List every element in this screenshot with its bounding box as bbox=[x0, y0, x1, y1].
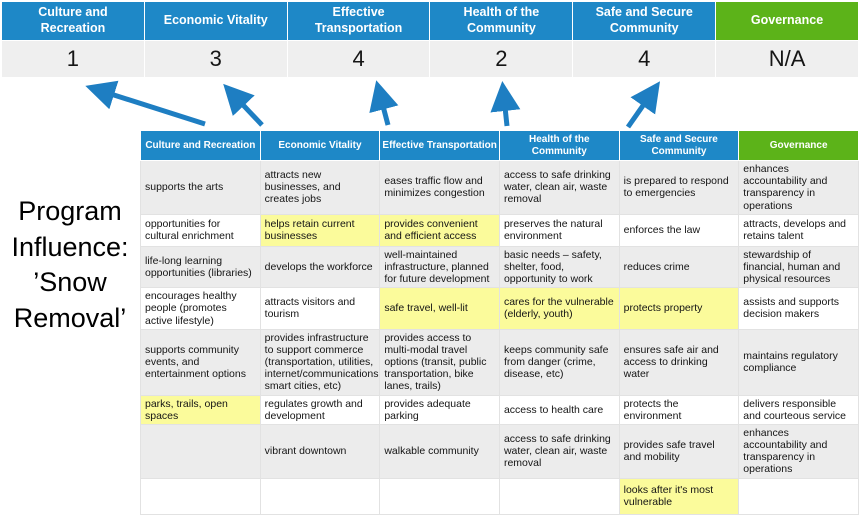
matrix-cell-r2-c2: helps retain current businesses bbox=[259, 213, 381, 247]
matrix-cell-r1-c6: enhances accountability and transparency… bbox=[738, 160, 859, 215]
summary-header-governance: Governance bbox=[716, 2, 858, 40]
matrix-cell-r3-c1: life-long learning opportunities (librar… bbox=[140, 245, 261, 289]
matrix-cell-r4-c5: protects property bbox=[618, 287, 740, 330]
matrix-column-header-economic-vitality: Economic Vitality bbox=[259, 130, 381, 161]
matrix-cell-r4-c1: encourages healthy people (promotes acti… bbox=[140, 287, 261, 330]
matrix-cell-r7-c2: vibrant downtown bbox=[259, 423, 381, 479]
matrix-row-2: opportunities for cultural enrichment hel… bbox=[140, 213, 859, 247]
matrix-cell-r4-c3: safe travel, well-lit bbox=[379, 287, 500, 330]
matrix-cell-r3-c6: stewardship of financial, human and phys… bbox=[738, 245, 859, 289]
matrix-cell-r2-c3: provides convenient and efficient access bbox=[379, 213, 500, 247]
matrix-cell-r1-c2: attracts new businesses, and creates job… bbox=[259, 160, 381, 215]
matrix-cell-r6-c6: delivers responsible and courteous servi… bbox=[738, 394, 859, 425]
matrix-cell-r6-c5: protects the environment bbox=[618, 394, 740, 425]
matrix-cell-r5-c5: ensures safe air and access to drinking … bbox=[618, 328, 740, 396]
matrix-cell-r5-c1: supports community events, and entertain… bbox=[140, 328, 261, 396]
matrix-cell-r3-c4: basic needs – safety, shelter, food, opp… bbox=[498, 245, 620, 289]
matrix-row-1: supports the arts attracts new businesses… bbox=[140, 160, 859, 215]
matrix-cell-r3-c2: develops the workforce bbox=[259, 245, 381, 289]
arrow-culture-recreation bbox=[85, 80, 206, 127]
matrix-table: Culture and Recreation Economic Vitality E… bbox=[140, 130, 859, 515]
matrix-header-row: Culture and Recreation Economic Vitality E… bbox=[140, 130, 859, 161]
matrix-cell-r2-c5: enforces the law bbox=[618, 213, 740, 247]
summary-table: Culture and Recreation Economic Vitality E… bbox=[2, 2, 858, 77]
matrix-cell-r6-c4: access to health care bbox=[498, 394, 620, 425]
matrix-cell-r8-c2 bbox=[259, 477, 381, 515]
summary-header-economic-vitality: Economic Vitality bbox=[144, 2, 288, 40]
summary-value-culture-and-recreation: 1 bbox=[2, 40, 145, 77]
matrix-cell-r6-c2: regulates growth and development bbox=[259, 394, 381, 425]
matrix-cell-r6-c3: provides adequate parking bbox=[379, 394, 500, 425]
matrix-row-4: encourages healthy people (promotes acti… bbox=[140, 287, 859, 330]
matrix-row-8: looks after it's most vulnerable bbox=[140, 477, 859, 515]
summary-value-row: 1 3 4 2 4 N/A bbox=[2, 40, 858, 77]
summary-header-row: Culture and Recreation Economic Vitality E… bbox=[2, 2, 858, 40]
slide-title: Program Influence: ’Snow Removal’ bbox=[11, 196, 129, 333]
matrix-cell-r5-c2: provides infrastructure to support comme… bbox=[259, 328, 381, 396]
matrix-column-header-governance: Governance bbox=[738, 130, 859, 161]
matrix-cell-r6-c1: parks, trails, open spaces bbox=[140, 394, 261, 425]
influence-arrows bbox=[85, 80, 661, 129]
matrix-column-header-health-of-the-community: Health of the Community bbox=[498, 130, 620, 161]
summary-value-effective-transportation: 4 bbox=[287, 40, 431, 77]
summary-value-safe-and-secure-community: 4 bbox=[573, 40, 717, 77]
matrix-cell-r5-c3: provides access to multi-modal travel op… bbox=[379, 328, 500, 396]
summary-header-safe-and-secure-community: Safe and Secure Community bbox=[573, 2, 717, 40]
matrix-cell-r7-c1 bbox=[140, 423, 261, 479]
matrix-cell-r8-c3 bbox=[379, 477, 500, 515]
summary-header-health-of-the-community: Health of the Community bbox=[430, 2, 574, 40]
matrix-cell-r7-c6: enhances accountability and transparency… bbox=[738, 423, 859, 479]
matrix-row-6: parks, trails, open spaces regulates grow… bbox=[140, 394, 859, 425]
summary-value-health-of-the-community: 2 bbox=[430, 40, 574, 77]
summary-header-effective-transportation: Effective Transportation bbox=[287, 2, 431, 40]
summary-header-culture-and-recreation: Culture and Recreation bbox=[2, 2, 145, 40]
matrix-cell-r7-c3: walkable community bbox=[379, 423, 500, 479]
summary-value-economic-vitality: 3 bbox=[144, 40, 288, 77]
matrix-cell-r5-c6: maintains regulatory compliance bbox=[738, 328, 859, 396]
arrow-safe-secure-community bbox=[625, 81, 661, 129]
arrow-economic-vitality bbox=[223, 83, 264, 127]
matrix-row-5: supports community events, and entertain… bbox=[140, 328, 859, 396]
matrix-cell-r2-c1: opportunities for cultural enrichment bbox=[140, 213, 261, 247]
matrix-cell-r7-c5: provides safe travel and mobility bbox=[618, 423, 740, 479]
matrix-cell-r5-c4: keeps community safe from danger (crime,… bbox=[498, 328, 620, 396]
matrix-cell-r8-c6 bbox=[738, 477, 859, 515]
summary-value-governance: N/A bbox=[716, 40, 858, 77]
matrix-cell-r4-c2: attracts visitors and tourism bbox=[259, 287, 381, 330]
matrix-body: supports the arts attracts new businesses… bbox=[140, 160, 859, 515]
matrix-cell-r8-c1 bbox=[140, 477, 261, 515]
matrix-cell-r3-c5: reduces crime bbox=[618, 245, 740, 289]
matrix-column-header-safe-and-secure-community: Safe and Secure Community bbox=[618, 130, 740, 161]
matrix-cell-r1-c1: supports the arts bbox=[140, 160, 261, 215]
matrix-cell-r4-c6: assists and supports decision makers bbox=[738, 287, 859, 330]
matrix-cell-r1-c5: is prepared to respond to emergencies bbox=[618, 160, 740, 215]
matrix-cell-r3-c3: well-maintained infrastructure, planned … bbox=[379, 245, 500, 289]
matrix-row-7: vibrant downtown walkable community access… bbox=[140, 423, 859, 479]
matrix-column-header-culture-and-recreation: Culture and Recreation bbox=[140, 130, 261, 161]
matrix-cell-r8-c5: looks after it's most vulnerable bbox=[618, 477, 740, 515]
matrix-cell-r2-c6: attracts, develops and retains talent bbox=[738, 213, 859, 247]
arrow-effective-transportation bbox=[369, 80, 399, 126]
matrix-cell-r8-c4 bbox=[498, 477, 620, 515]
matrix-cell-r7-c4: access to safe drinking water, clean air… bbox=[498, 423, 620, 479]
matrix-column-header-effective-transportation: Effective Transportation bbox=[379, 130, 500, 161]
arrow-health-community bbox=[490, 81, 521, 127]
matrix-cell-r1-c3: eases traffic flow and minimizes congest… bbox=[379, 160, 500, 215]
matrix-row-3: life-long learning opportunities (librar… bbox=[140, 245, 859, 289]
matrix-cell-r2-c4: preserves the natural environment bbox=[498, 213, 620, 247]
matrix-cell-r1-c4: access to safe drinking water, clean air… bbox=[498, 160, 620, 215]
matrix-cell-r4-c4: cares for the vulnerable (elderly, youth… bbox=[498, 287, 620, 330]
